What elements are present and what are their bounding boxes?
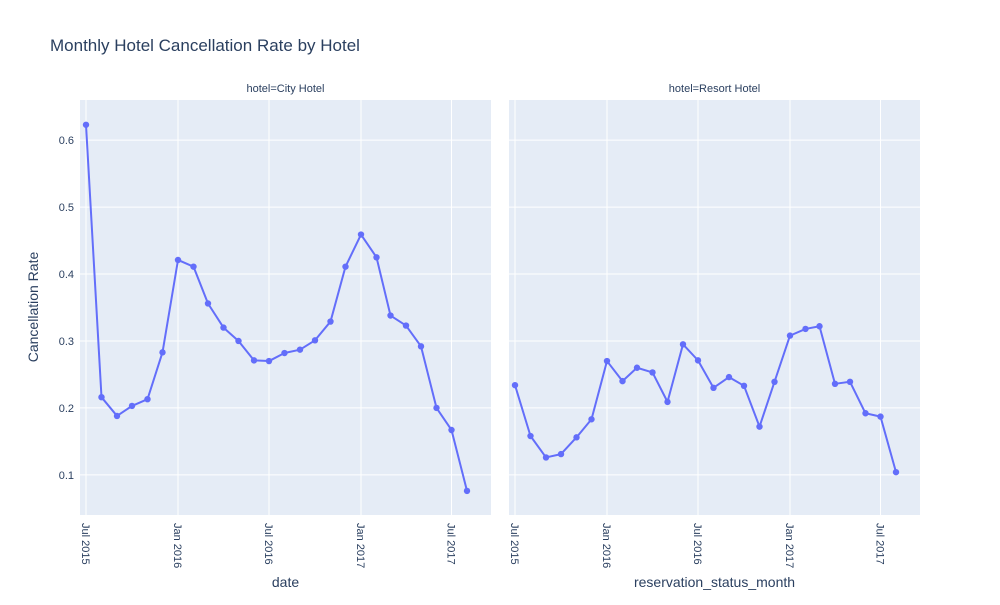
- data-point[interactable]: [190, 263, 197, 270]
- x-axis-title: reservation_status_month: [634, 574, 795, 590]
- x-tick-label: Jan 2016: [600, 523, 612, 568]
- data-point[interactable]: [463, 487, 471, 495]
- data-point[interactable]: [144, 396, 151, 403]
- data-point[interactable]: [373, 254, 380, 261]
- data-point[interactable]: [417, 343, 425, 350]
- x-tick-label: Jul 2017: [874, 523, 886, 565]
- facet-panel-1: hotel=City Hotel 0.1 0.2 0.3 0.4 0.5 0.6 Jul 20…: [59, 83, 491, 590]
- data-point[interactable]: [649, 369, 656, 376]
- x-tick-label: Jul 2015: [79, 523, 91, 565]
- chart-title: Monthly Hotel Cancellation Rate by Hotel: [50, 36, 360, 55]
- data-point[interactable]: [220, 324, 227, 331]
- y-tick-label: 0.4: [59, 269, 74, 281]
- plot-background: [80, 100, 491, 515]
- y-tick-label: 0.6: [59, 135, 74, 147]
- data-point[interactable]: [296, 346, 304, 353]
- data-point[interactable]: [831, 380, 839, 388]
- data-point[interactable]: [877, 413, 884, 420]
- data-point[interactable]: [756, 423, 763, 430]
- data-point[interactable]: [342, 263, 349, 270]
- y-axis-title: Cancellation Rate: [25, 252, 41, 363]
- data-point[interactable]: [357, 231, 365, 238]
- data-point[interactable]: [786, 332, 794, 339]
- data-point[interactable]: [311, 337, 319, 344]
- data-point[interactable]: [448, 426, 455, 434]
- data-point[interactable]: [664, 398, 671, 406]
- plot-background: [509, 100, 920, 515]
- data-point[interactable]: [862, 410, 869, 417]
- data-point[interactable]: [846, 378, 854, 385]
- x-axis-title: date: [272, 574, 299, 590]
- data-point[interactable]: [633, 364, 641, 371]
- facet-panel-2: hotel=Resort Hotel Jul 2015 Jan 2016 Jul 20…: [508, 83, 920, 590]
- x-tick-label: Jan 2017: [783, 523, 795, 568]
- series-line: [514, 325, 897, 473]
- data-point[interactable]: [603, 357, 611, 365]
- data-point[interactable]: [281, 349, 288, 357]
- data-point[interactable]: [402, 322, 410, 329]
- x-tick-label: Jul 2016: [262, 523, 274, 565]
- facet-title: hotel=City Hotel: [247, 83, 325, 95]
- data-point[interactable]: [250, 357, 258, 364]
- data-point[interactable]: [771, 378, 778, 385]
- data-point[interactable]: [128, 402, 136, 410]
- y-tick-label: 0.2: [59, 403, 74, 415]
- data-point[interactable]: [573, 434, 580, 441]
- x-tick-label: Jan 2016: [171, 523, 183, 568]
- data-point[interactable]: [679, 341, 687, 348]
- data-point[interactable]: [892, 468, 900, 476]
- data-point[interactable]: [235, 337, 242, 345]
- data-point[interactable]: [527, 432, 534, 440]
- data-point[interactable]: [265, 357, 273, 365]
- x-tick-label: Jul 2017: [445, 523, 457, 565]
- data-point[interactable]: [98, 393, 105, 401]
- y-tick-label: 0.1: [59, 470, 74, 482]
- y-tick-label: 0.3: [59, 336, 74, 348]
- data-point[interactable]: [113, 412, 121, 420]
- data-point[interactable]: [511, 381, 519, 389]
- data-point[interactable]: [557, 450, 565, 458]
- data-point[interactable]: [82, 121, 90, 128]
- data-point[interactable]: [802, 325, 809, 333]
- data-point[interactable]: [725, 373, 733, 381]
- data-point[interactable]: [387, 312, 394, 319]
- data-point[interactable]: [327, 318, 334, 325]
- x-tick-label: Jul 2016: [691, 523, 703, 565]
- data-point[interactable]: [710, 384, 717, 392]
- data-point[interactable]: [159, 349, 166, 356]
- x-tick-label: Jul 2015: [508, 523, 520, 565]
- data-point[interactable]: [619, 377, 626, 385]
- data-point[interactable]: [174, 256, 182, 264]
- data-point[interactable]: [204, 300, 212, 307]
- data-point[interactable]: [588, 416, 595, 423]
- x-tick-label: Jan 2017: [354, 523, 366, 568]
- data-point[interactable]: [542, 454, 550, 461]
- data-point[interactable]: [816, 323, 823, 330]
- data-point[interactable]: [694, 357, 702, 364]
- facet-title: hotel=Resort Hotel: [669, 83, 760, 95]
- data-point[interactable]: [433, 404, 440, 412]
- y-tick-label: 0.5: [59, 202, 74, 214]
- data-point[interactable]: [740, 382, 748, 390]
